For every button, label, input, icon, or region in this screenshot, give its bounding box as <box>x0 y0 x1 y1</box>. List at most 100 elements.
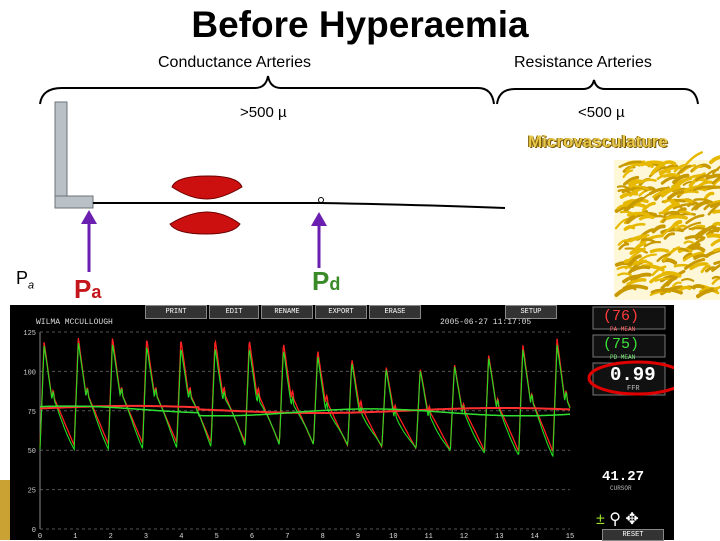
microvessel-stroke <box>652 191 667 199</box>
microvessel-stroke <box>683 240 695 245</box>
microvessel-stroke <box>625 160 645 172</box>
pd-mean-value: (75) <box>603 336 640 353</box>
pd-mean-trace <box>40 405 571 417</box>
left-pa-main: P <box>16 268 29 288</box>
setup-button[interactable]: SETUP <box>505 305 557 319</box>
conductance-size-label: >500 µ <box>240 104 287 121</box>
x-tick-label: 13 <box>495 533 503 540</box>
pd-main: P <box>312 266 330 296</box>
x-tick-label: 7 <box>285 533 289 540</box>
plaque-upper <box>171 175 243 200</box>
microvessel-stroke <box>692 262 704 269</box>
microvessel-stroke <box>674 224 687 231</box>
microvessel-stroke <box>707 202 720 216</box>
microvessel-stroke <box>628 254 642 267</box>
conductance-arteries-label: Conductance Arteries <box>158 54 311 71</box>
microvessel-stroke <box>614 217 629 230</box>
microvessel-stroke <box>663 232 676 240</box>
microvessel-stroke <box>703 202 717 211</box>
microvessel-stroke <box>692 253 707 258</box>
tool-icons: ± ⚲ ✥ <box>596 509 639 529</box>
ratio-value: 0.99 <box>610 364 656 386</box>
y-tick-label: 0 <box>32 527 36 535</box>
microvessel-stroke <box>624 284 649 290</box>
diagram-graphics <box>39 75 720 300</box>
monitor-toolbar: PRINT EDIT RENAME EXPORT ERASE SETUP <box>145 305 560 319</box>
print-button[interactable]: PRINT <box>145 305 207 319</box>
microvessel-stroke <box>695 174 711 182</box>
pd-arrow-head <box>311 212 327 226</box>
rename-button[interactable]: RENAME <box>261 305 313 319</box>
microvessel-stroke <box>662 160 677 166</box>
microvessel-stroke <box>685 242 701 251</box>
microvessel-stroke <box>640 160 664 167</box>
microvessel-stroke <box>665 214 688 220</box>
x-tick-label: 9 <box>356 533 360 540</box>
microvessel-stroke <box>622 169 634 179</box>
microvessel-stroke <box>674 177 691 190</box>
pd-sub: d <box>329 274 341 294</box>
left-accent-strip <box>0 480 10 540</box>
reset-button[interactable]: RESET <box>602 529 664 541</box>
microvessel-stroke <box>626 222 646 230</box>
microvessel-stroke <box>618 242 630 251</box>
x-tick-label: 4 <box>179 533 183 540</box>
microvessel-stroke <box>625 177 637 185</box>
microvessel-stroke <box>691 245 706 253</box>
x-tick-label: 6 <box>250 533 254 540</box>
microvessel-stroke <box>709 200 720 209</box>
microvessel-stroke <box>619 191 639 199</box>
x-tick-label: 10 <box>389 533 397 540</box>
microvessel-stroke <box>671 281 682 288</box>
pa-main: P <box>74 274 92 304</box>
x-tick-label: 0 <box>38 533 42 540</box>
microvessel-stroke <box>691 201 704 211</box>
microvessel-stroke <box>672 173 690 185</box>
add-marker-icon[interactable]: ± <box>596 511 605 528</box>
resistance-arteries-label: Resistance Arteries <box>514 54 652 71</box>
y-tick-label: 100 <box>23 369 36 377</box>
ratio-caption: FFR <box>627 385 640 393</box>
pan-icon[interactable]: ✥ <box>625 511 639 528</box>
microvessel-stroke <box>638 253 657 262</box>
microvessel-stroke <box>711 275 720 280</box>
x-tick-label: 12 <box>460 533 468 540</box>
microvessel-stroke <box>713 260 720 265</box>
pa-mean-value: (76) <box>603 308 640 325</box>
x-tick-label: 1 <box>73 533 77 540</box>
microvessel-stroke <box>673 163 687 173</box>
microvessel-stroke <box>628 179 641 186</box>
microvessel-stroke <box>693 198 713 204</box>
microvessel-stroke <box>617 239 629 246</box>
pa-arrow-head <box>81 210 97 224</box>
pressure-wire <box>93 202 506 209</box>
plaque-lower <box>169 211 241 235</box>
edit-button[interactable]: EDIT <box>209 305 259 319</box>
microvessel-stroke <box>649 290 671 296</box>
export-button[interactable]: EXPORT <box>315 305 367 319</box>
zoom-icon[interactable]: ⚲ <box>609 511 621 528</box>
microvessel-stroke <box>692 284 705 289</box>
microvessel-stroke <box>641 201 656 212</box>
microvasculature-texture <box>614 151 720 299</box>
microvessel-stroke <box>673 263 695 269</box>
pa-mean-trace <box>40 404 570 414</box>
microvessel-stroke <box>660 227 685 234</box>
microvessel-stroke <box>684 257 706 270</box>
microvessel-stroke <box>626 211 650 217</box>
microvessel-stroke <box>703 191 715 200</box>
microvessel-stroke <box>625 215 636 224</box>
wire-sensor <box>318 197 324 203</box>
microvessel-stroke <box>625 196 644 212</box>
left-pa-label: Pa <box>16 268 34 292</box>
microvessel-stroke <box>680 221 702 233</box>
microvessel-stroke <box>678 285 692 292</box>
resistance-brace <box>496 79 699 105</box>
microvessel-stroke <box>676 164 692 176</box>
microvessel-stroke <box>692 185 718 192</box>
page-title: Before Hyperaemia <box>191 4 529 45</box>
x-tick-label: 3 <box>144 533 148 540</box>
pd-label: Pd <box>312 266 340 297</box>
erase-button[interactable]: ERASE <box>369 305 421 319</box>
